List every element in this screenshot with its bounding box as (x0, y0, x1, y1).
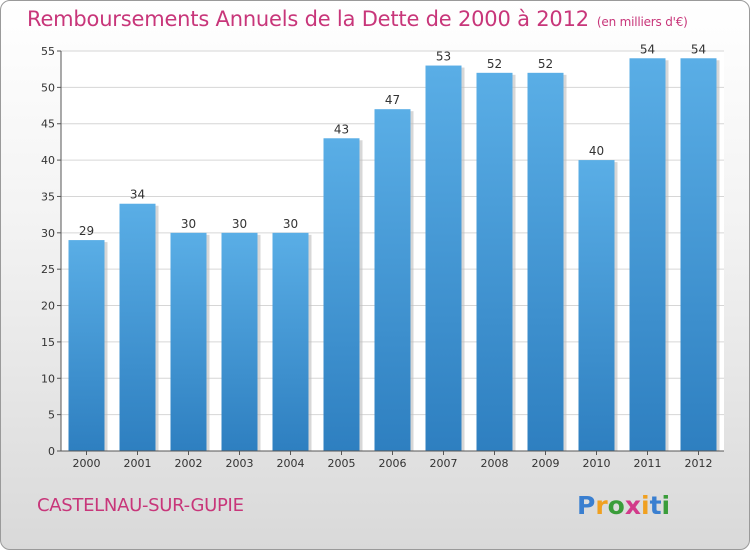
proxiti-logo: Proxiti (577, 491, 670, 520)
x-tick-label: 2007 (430, 457, 458, 470)
data-label: 40 (589, 144, 604, 158)
data-label: 52 (487, 57, 502, 71)
logo-letter: P (577, 491, 596, 520)
data-label: 30 (181, 217, 196, 231)
x-tick-label: 2011 (634, 457, 662, 470)
x-tick-label: 2006 (379, 457, 407, 470)
y-tick-label: 30 (41, 227, 55, 240)
bar (170, 232, 207, 451)
y-tick-label: 25 (41, 263, 55, 276)
y-tick-label: 50 (41, 81, 55, 94)
logo-letter: r (595, 491, 608, 520)
x-tick-label: 2012 (685, 457, 713, 470)
data-label: 30 (283, 217, 298, 231)
data-label: 54 (640, 42, 655, 56)
x-tick-label: 2008 (481, 457, 509, 470)
logo-letter: o (607, 491, 625, 520)
logo-letter: i (661, 491, 671, 520)
y-tick-label: 20 (41, 300, 55, 313)
y-tick-label: 0 (48, 445, 55, 458)
logo-letter: i (641, 491, 650, 520)
y-tick-label: 35 (41, 190, 55, 203)
x-tick-label: 2003 (226, 457, 254, 470)
y-tick-label: 5 (48, 409, 55, 422)
x-tick-label: 2010 (583, 457, 611, 470)
data-label: 30 (232, 217, 247, 231)
x-tick-label: 2001 (124, 457, 152, 470)
commune-name: CASTELNAU-SUR-GUPIE (37, 495, 244, 516)
chart-title: Remboursements Annuels de la Dette de 20… (27, 7, 688, 31)
x-tick-label: 2004 (277, 457, 305, 470)
chart-title-text: Remboursements Annuels de la Dette de 20… (27, 7, 589, 31)
x-tick-label: 2002 (175, 457, 203, 470)
bar (323, 138, 360, 452)
x-tick-label: 2005 (328, 457, 356, 470)
logo-letter: x (624, 491, 641, 520)
bar (527, 72, 564, 452)
data-labels: 29 34 30 30 30 43 47 53 52 52 40 54 54 (79, 42, 706, 238)
bar (578, 160, 615, 451)
bar (629, 58, 666, 451)
logo-letter: t (649, 491, 662, 520)
bar (272, 232, 309, 451)
data-label: 47 (385, 93, 400, 107)
bar (680, 58, 717, 451)
y-tick-label: 45 (41, 118, 55, 131)
data-label: 34 (130, 188, 145, 202)
bar (476, 72, 513, 452)
data-label: 43 (334, 122, 349, 136)
data-label: 29 (79, 224, 94, 238)
data-label: 53 (436, 50, 451, 64)
bar (425, 65, 462, 451)
x-tick-label: 2000 (73, 457, 101, 470)
x-tick-label: 2009 (532, 457, 560, 470)
y-tick-label: 15 (41, 336, 55, 349)
y-tick-label: 10 (41, 372, 55, 385)
bar (221, 232, 258, 451)
bar (68, 240, 105, 451)
bar (374, 109, 411, 451)
unit-note: (en milliers d'€) (596, 15, 688, 29)
y-tick-label: 40 (41, 154, 55, 167)
data-label: 52 (538, 57, 553, 71)
axes: 0 5 10 15 20 25 30 35 40 45 50 55 2000 2001 2002 2003 20… (41, 45, 724, 470)
bar (119, 203, 156, 451)
data-label: 54 (691, 42, 706, 56)
bars (68, 58, 720, 452)
y-tick-label: 55 (41, 45, 55, 58)
